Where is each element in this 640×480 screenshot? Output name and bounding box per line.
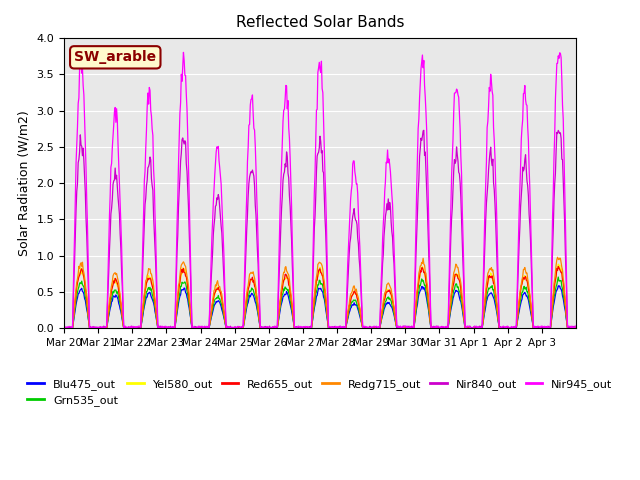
- Yel580_out: [381, 291, 389, 297]
- Yel580_out: [201, 325, 209, 331]
- Red655_out: [69, 318, 77, 324]
- Red655_out: [174, 295, 182, 300]
- Yel580_out: [174, 297, 182, 302]
- Red655_out: [572, 325, 579, 331]
- Grn535_out: [193, 325, 201, 331]
- Title: Reflected Solar Bands: Reflected Solar Bands: [236, 15, 404, 30]
- Nir945_out: [572, 323, 579, 329]
- Grn535_out: [60, 325, 68, 331]
- Nir945_out: [180, 49, 188, 55]
- Blu475_out: [60, 325, 68, 331]
- Blu475_out: [554, 283, 562, 288]
- Grn535_out: [202, 325, 209, 331]
- Line: Blu475_out: Blu475_out: [64, 286, 575, 328]
- Grn535_out: [382, 298, 390, 304]
- Red655_out: [438, 325, 446, 331]
- Red655_out: [60, 325, 68, 331]
- Grn535_out: [69, 319, 77, 325]
- Redg715_out: [477, 325, 484, 331]
- Grn535_out: [122, 325, 130, 331]
- Nir840_out: [572, 324, 579, 330]
- Blu475_out: [382, 300, 390, 306]
- Blu475_out: [69, 320, 77, 326]
- Y-axis label: Solar Radiation (W/m2): Solar Radiation (W/m2): [18, 110, 31, 256]
- Nir945_out: [69, 291, 77, 297]
- Grn535_out: [174, 302, 182, 308]
- Blu475_out: [273, 325, 280, 331]
- Yel580_out: [397, 325, 404, 331]
- Red655_out: [201, 325, 209, 331]
- Nir840_out: [60, 324, 68, 329]
- Grn535_out: [572, 325, 579, 331]
- Line: Yel580_out: Yel580_out: [64, 264, 575, 328]
- Redg715_out: [69, 317, 77, 323]
- Nir840_out: [382, 209, 390, 215]
- Yel580_out: [572, 324, 579, 330]
- Nir840_out: [226, 325, 234, 331]
- Red655_out: [397, 325, 404, 331]
- Nir945_out: [122, 324, 130, 330]
- Blu475_out: [397, 325, 405, 331]
- Line: Grn535_out: Grn535_out: [64, 277, 575, 328]
- Legend: Blu475_out, Grn535_out, Yel580_out, Red655_out, Redg715_out, Nir840_out, Nir945_: Blu475_out, Grn535_out, Yel580_out, Red6…: [23, 374, 617, 411]
- Yel580_out: [435, 325, 443, 331]
- Nir945_out: [383, 160, 390, 166]
- Nir840_out: [420, 127, 428, 133]
- Nir945_out: [398, 325, 406, 331]
- Yel580_out: [554, 261, 562, 267]
- Nir840_out: [69, 300, 77, 306]
- Redg715_out: [554, 254, 561, 260]
- Redg715_out: [397, 325, 404, 331]
- Red655_out: [554, 264, 562, 269]
- Nir840_out: [122, 325, 130, 331]
- Nir840_out: [397, 324, 405, 330]
- Text: SW_arable: SW_arable: [74, 50, 156, 64]
- Line: Nir840_out: Nir840_out: [64, 130, 575, 328]
- Redg715_out: [174, 293, 182, 299]
- Nir945_out: [174, 196, 182, 202]
- Blu475_out: [201, 325, 209, 331]
- Redg715_out: [60, 325, 68, 331]
- Yel580_out: [122, 325, 130, 331]
- Blu475_out: [572, 325, 579, 331]
- Redg715_out: [572, 325, 579, 331]
- Nir945_out: [306, 325, 314, 331]
- Line: Redg715_out: Redg715_out: [64, 257, 575, 328]
- Yel580_out: [60, 325, 68, 331]
- Red655_out: [122, 325, 130, 331]
- Nir945_out: [202, 324, 209, 330]
- Redg715_out: [122, 325, 130, 331]
- Blu475_out: [122, 325, 130, 331]
- Grn535_out: [554, 274, 562, 280]
- Yel580_out: [69, 318, 77, 324]
- Line: Nir945_out: Nir945_out: [64, 52, 575, 328]
- Redg715_out: [201, 325, 209, 331]
- Nir840_out: [174, 232, 182, 238]
- Red655_out: [381, 293, 389, 299]
- Blu475_out: [174, 305, 182, 311]
- Nir945_out: [60, 324, 68, 330]
- Redg715_out: [381, 289, 389, 295]
- Grn535_out: [397, 325, 405, 331]
- Line: Red655_out: Red655_out: [64, 266, 575, 328]
- Nir840_out: [201, 324, 209, 329]
